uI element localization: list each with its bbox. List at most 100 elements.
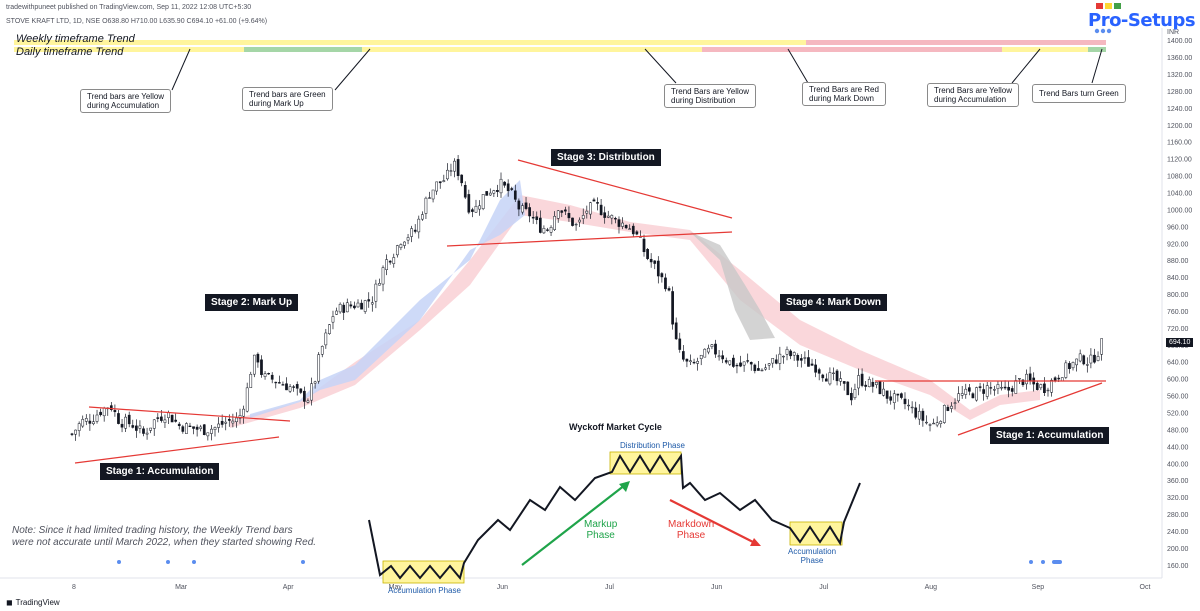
price-tick-label: 360.00 xyxy=(1167,478,1189,485)
candle-body xyxy=(424,197,428,214)
candle-body xyxy=(224,421,228,424)
candle xyxy=(900,392,903,400)
markup-phase-label: Markup Phase xyxy=(584,519,617,541)
candle xyxy=(567,206,571,222)
candle xyxy=(295,381,299,396)
markdown-phase-line: Phase xyxy=(676,530,706,541)
candle-body xyxy=(778,353,782,364)
candle-body xyxy=(1100,338,1103,355)
event-marker[interactable] xyxy=(1029,560,1033,564)
alert-dot[interactable] xyxy=(1094,28,1100,34)
candle xyxy=(978,382,982,392)
candle xyxy=(199,424,203,432)
event-marker[interactable] xyxy=(301,560,305,564)
candle xyxy=(1046,387,1050,397)
candle xyxy=(574,222,578,231)
time-axis[interactable]: 8 Mar Apr May Jun Jul Jun Jul Aug Sep Oct xyxy=(72,584,1150,591)
candle-body xyxy=(1039,384,1043,389)
candle-body xyxy=(267,373,270,375)
candle-body xyxy=(678,338,682,350)
candle xyxy=(374,279,378,309)
candle-body xyxy=(252,354,256,375)
price-tick-label: 440.00 xyxy=(1167,444,1189,451)
candle-body xyxy=(1043,383,1046,394)
candle xyxy=(953,398,957,410)
candle xyxy=(421,211,424,221)
price-axis[interactable]: 160.00 200.00 240.00 280.00 320.00 360.00 400.… xyxy=(1167,38,1192,570)
candle xyxy=(145,427,149,440)
markup-phase-line: Phase xyxy=(586,530,615,541)
candle xyxy=(438,181,442,189)
candle-body xyxy=(635,231,639,235)
candle-body xyxy=(817,369,821,374)
weekly-trend-label: Weekly timeframe Trend xyxy=(16,33,135,45)
candle xyxy=(732,354,735,368)
candle-body xyxy=(1003,386,1007,389)
ma-band-gray xyxy=(690,232,775,340)
candle xyxy=(77,421,81,437)
alert-dot[interactable] xyxy=(1100,28,1106,34)
candle xyxy=(406,234,410,245)
candle-body xyxy=(1046,389,1050,392)
candle xyxy=(614,216,617,224)
candle xyxy=(313,380,317,389)
trendlines xyxy=(74,159,1106,464)
candle xyxy=(88,413,92,431)
callout-line: Trend bars are Green xyxy=(249,90,326,99)
candle-body xyxy=(1075,358,1078,366)
candle xyxy=(982,383,985,401)
event-marker[interactable] xyxy=(192,560,196,564)
trend-bars xyxy=(14,40,1106,52)
candle xyxy=(156,413,160,423)
candle-body xyxy=(406,237,410,241)
candle-body xyxy=(574,223,578,226)
candle xyxy=(360,299,363,310)
candle xyxy=(70,432,74,437)
candle-body xyxy=(696,361,699,364)
candle-body xyxy=(288,386,292,392)
candle xyxy=(410,225,413,243)
candle-body xyxy=(964,388,968,395)
candle-body xyxy=(274,381,278,384)
daily-trend-green-bar xyxy=(244,47,362,52)
candle-body xyxy=(1035,382,1039,390)
candle-body xyxy=(928,424,932,426)
candle xyxy=(149,427,153,434)
candle xyxy=(935,416,939,428)
candle-body xyxy=(592,199,596,202)
event-marker[interactable] xyxy=(166,560,170,564)
candle-body xyxy=(517,200,521,210)
candle-body xyxy=(606,215,610,218)
callout-line: Trend bars are Yellow xyxy=(87,92,165,101)
candle-body xyxy=(703,348,707,358)
reaccumulation-support-line xyxy=(957,382,1103,436)
candle xyxy=(135,419,138,438)
distribution-phase-label: Distribution Phase xyxy=(620,441,685,450)
event-marker[interactable] xyxy=(1052,560,1062,564)
candle-body xyxy=(710,344,714,347)
event-marker[interactable] xyxy=(1041,560,1045,564)
candle xyxy=(846,381,850,396)
event-marker[interactable] xyxy=(117,560,121,564)
reaccumulation-phase-line: Accumulation xyxy=(788,547,837,556)
candle xyxy=(206,432,210,441)
alert-dot[interactable] xyxy=(1106,28,1112,34)
candle xyxy=(127,411,131,428)
candle-body xyxy=(442,180,446,182)
candle xyxy=(188,422,192,428)
tradingview-logo-icon: ◼ xyxy=(6,598,13,607)
candle xyxy=(1007,381,1011,398)
candle xyxy=(807,349,810,367)
candle xyxy=(74,429,77,441)
price-tick-label: 400.00 xyxy=(1167,461,1189,468)
callout-turn-green: Trend Bars turn Green xyxy=(1032,84,1126,103)
event-markers[interactable] xyxy=(117,28,1112,564)
candle-body xyxy=(1018,378,1021,380)
candle-body xyxy=(135,425,138,431)
candle xyxy=(249,371,253,388)
candle-body xyxy=(585,210,589,214)
price-tick-label: 1200.00 xyxy=(1167,123,1192,130)
candle xyxy=(324,328,328,349)
candle-body xyxy=(871,381,875,387)
candle-body xyxy=(850,392,853,401)
